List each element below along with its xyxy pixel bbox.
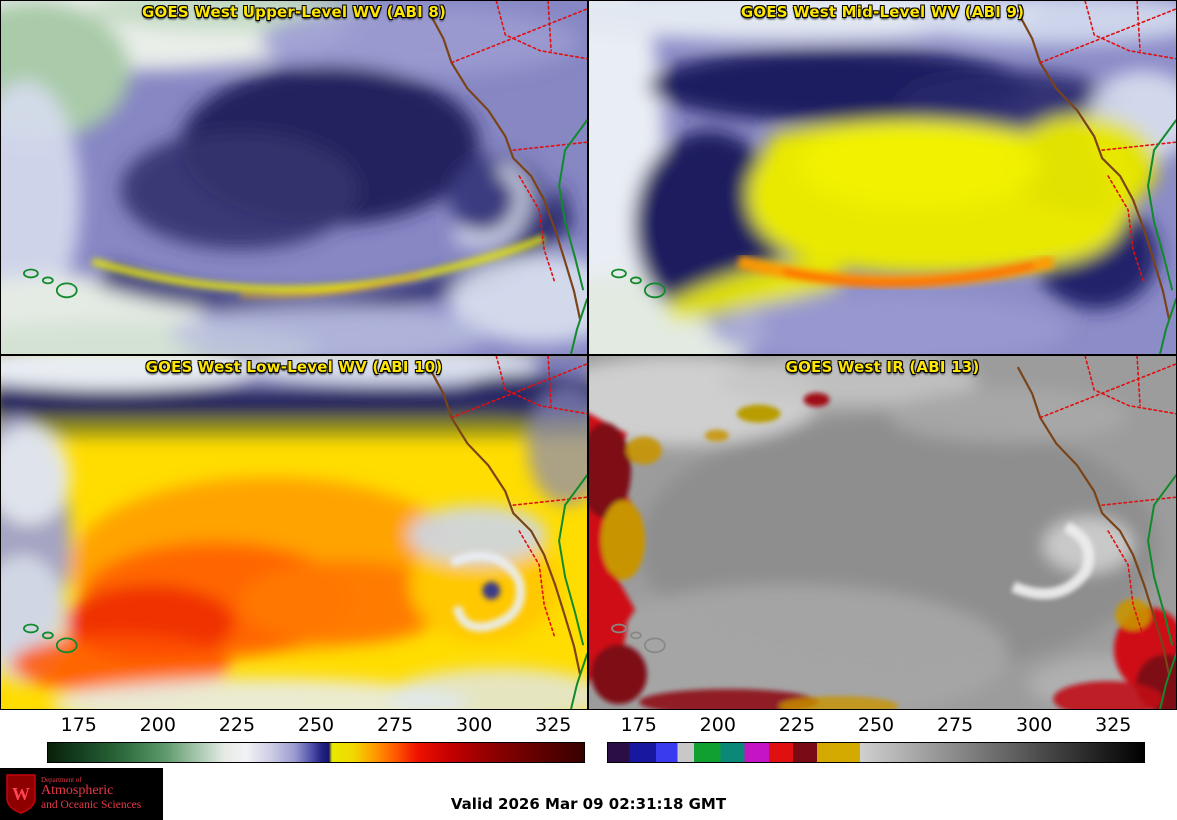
map-overlay	[23, 1, 587, 354]
colorbar-tick: 225	[778, 714, 816, 736]
colorbar-tick: 300	[1016, 714, 1053, 736]
colorbar-tick: 250	[297, 714, 335, 736]
ir-colorbar: 175 200 225 250 275 300 325	[607, 714, 1145, 766]
logo-line-ocean: and Oceanic Sciences	[41, 798, 142, 811]
logo-text: Department of Atmospheric and Oceanic Sc…	[41, 775, 142, 811]
wv-upper-image	[1, 1, 587, 354]
uw-crest-letter: W	[12, 784, 30, 804]
colorbar-tick: 175	[620, 714, 657, 736]
map-overlay	[611, 356, 1176, 709]
colorbar-tick: 200	[699, 714, 736, 736]
colorbar-tick: 325	[1095, 714, 1132, 736]
colorbar-tick: 175	[60, 714, 97, 736]
wv-colorbar-ticks: 175 200 225 250 275 300 325	[47, 714, 585, 739]
footer: W Department of Atmospheric and Oceanic …	[0, 768, 1177, 820]
wv-low-image	[1, 356, 587, 709]
ir-image	[589, 356, 1176, 709]
uw-crest-icon: W	[6, 774, 36, 814]
ir-colorbar-ticks: 175 200 225 250 275 300 325	[607, 714, 1145, 739]
colorbar-tick: 200	[139, 714, 176, 736]
map-overlay	[23, 356, 587, 709]
wv-colorbar-gradient	[47, 742, 585, 763]
colorbar-tick: 300	[456, 714, 493, 736]
satellite-quad-panel: GOES West Upper-Level WV (ABI 8)	[0, 0, 1177, 710]
panel-upper-level-wv[interactable]: GOES West Upper-Level WV (ABI 8)	[0, 0, 588, 355]
logo-line-dept: Department of	[41, 775, 82, 784]
logo-line-atmos: Atmospheric	[41, 783, 114, 799]
aos-logo: W Department of Atmospheric and Oceanic …	[0, 768, 163, 820]
colorbar-tick: 250	[857, 714, 895, 736]
colorbar-tick: 325	[535, 714, 572, 736]
panel-ir[interactable]: GOES West IR (ABI 13)	[588, 355, 1177, 710]
wv-colorbar: 175 200 225 250 275 300 325	[47, 714, 585, 766]
panel-mid-level-wv[interactable]: GOES West Mid-Level WV (ABI 9)	[588, 0, 1177, 355]
ir-colorbar-gradient	[607, 742, 1145, 763]
valid-time-label: Valid 2026 Mar 09 02:31:18 GMT	[450, 795, 727, 813]
panel-low-level-wv[interactable]: GOES West Low-Level WV (ABI 10)	[0, 355, 588, 710]
wv-mid-image	[589, 1, 1176, 354]
colorbar-tick: 225	[218, 714, 256, 736]
colorbar-tick: 275	[936, 714, 974, 736]
colorbar-tick: 275	[376, 714, 414, 736]
colorbar-row: 175 200 225 250 275 300 325 175 200 225 …	[0, 710, 1177, 768]
map-overlay	[611, 1, 1176, 354]
